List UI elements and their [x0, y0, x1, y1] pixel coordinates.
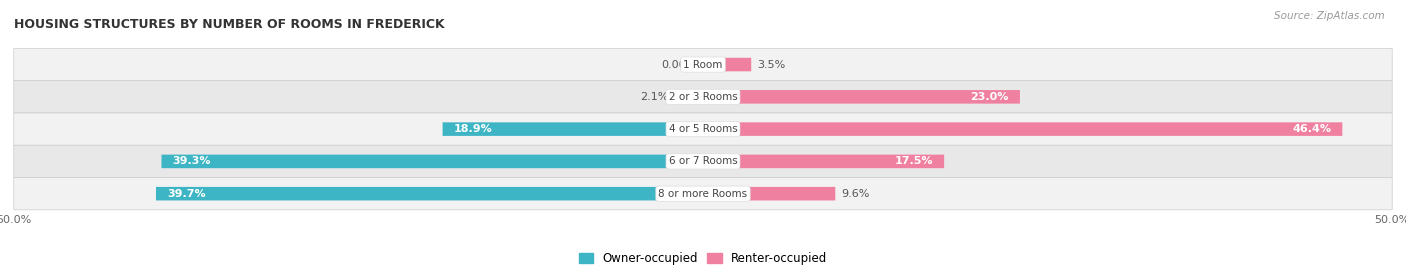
Text: 0.06%: 0.06% [661, 59, 696, 70]
Text: Source: ZipAtlas.com: Source: ZipAtlas.com [1274, 11, 1385, 21]
Text: 3.5%: 3.5% [756, 59, 785, 70]
Text: 6 or 7 Rooms: 6 or 7 Rooms [669, 156, 737, 167]
FancyBboxPatch shape [673, 90, 703, 104]
Text: 8 or more Rooms: 8 or more Rooms [658, 189, 748, 199]
Legend: Owner-occupied, Renter-occupied: Owner-occupied, Renter-occupied [579, 252, 827, 265]
FancyBboxPatch shape [703, 58, 751, 71]
Text: 18.9%: 18.9% [454, 124, 492, 134]
Text: 46.4%: 46.4% [1292, 124, 1331, 134]
FancyBboxPatch shape [703, 187, 835, 200]
Text: 2 or 3 Rooms: 2 or 3 Rooms [669, 92, 737, 102]
Text: 39.7%: 39.7% [167, 189, 205, 199]
Text: 2.1%: 2.1% [640, 92, 669, 102]
Text: 17.5%: 17.5% [894, 156, 934, 167]
Text: 23.0%: 23.0% [970, 92, 1010, 102]
FancyBboxPatch shape [14, 113, 1392, 145]
FancyBboxPatch shape [156, 187, 703, 200]
FancyBboxPatch shape [14, 48, 1392, 81]
Text: HOUSING STRUCTURES BY NUMBER OF ROOMS IN FREDERICK: HOUSING STRUCTURES BY NUMBER OF ROOMS IN… [14, 18, 444, 31]
Text: 4 or 5 Rooms: 4 or 5 Rooms [669, 124, 737, 134]
FancyBboxPatch shape [162, 155, 703, 168]
FancyBboxPatch shape [703, 155, 945, 168]
Text: 1 Room: 1 Room [683, 59, 723, 70]
FancyBboxPatch shape [703, 90, 1019, 104]
FancyBboxPatch shape [14, 178, 1392, 210]
FancyBboxPatch shape [443, 122, 703, 136]
Text: 9.6%: 9.6% [841, 189, 869, 199]
FancyBboxPatch shape [14, 145, 1392, 178]
Text: 39.3%: 39.3% [173, 156, 211, 167]
FancyBboxPatch shape [14, 81, 1392, 113]
FancyBboxPatch shape [703, 122, 1343, 136]
